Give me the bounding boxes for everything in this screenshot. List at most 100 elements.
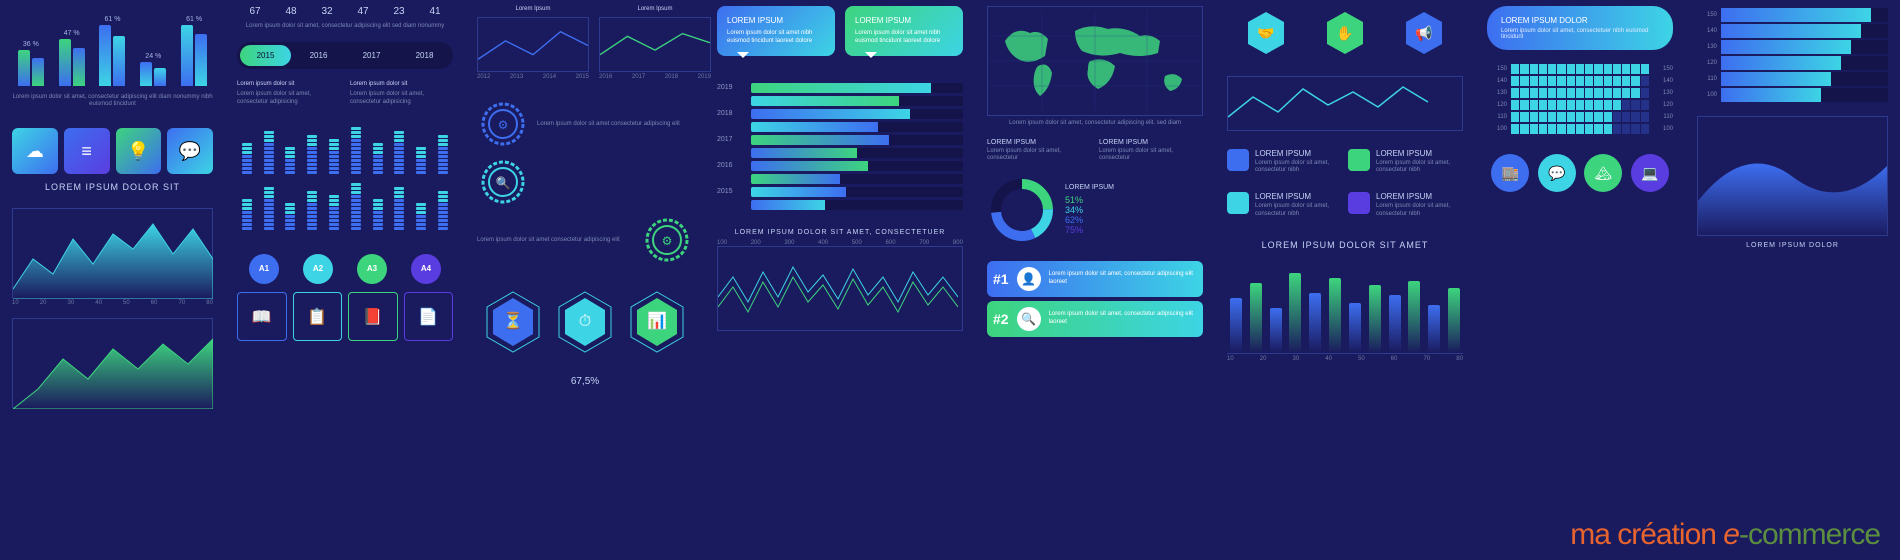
column-bar (1408, 281, 1420, 353)
col-chart-title: LOREM IPSUM DOLOR SIT AMET (1227, 240, 1463, 250)
gear-icon: ⚙ (641, 214, 693, 266)
scale-row: 130130 (1487, 88, 1673, 98)
badge: A3 (357, 254, 387, 284)
bar-group: 36 % (18, 41, 44, 86)
scale-bar-row: 120 (1697, 56, 1888, 70)
column-bar (1250, 283, 1262, 353)
svg-text:⚙: ⚙ (498, 118, 509, 132)
info-block: LOREM IPSUMLorem ipsum dolor sit amet, c… (1348, 192, 1463, 217)
column-bar (1329, 278, 1341, 353)
scale-row: 150150 (1487, 64, 1673, 74)
progress-label: 67,5% (465, 376, 705, 387)
column-bar (1309, 293, 1321, 353)
svg-text:🤝: 🤝 (1258, 25, 1275, 41)
scale-bar-row: 140 (1697, 24, 1888, 38)
svg-text:⚙: ⚙ (662, 234, 673, 248)
bar-desc: Lorem ipsum dolor sit amet, consectetur … (12, 94, 213, 108)
column-bar (1389, 295, 1401, 353)
bubble-icons: 🏬💬🏔💻 (1487, 154, 1673, 192)
badge-row: A1 A2 A3 A4 (237, 254, 453, 284)
number-row: 674832472341 (237, 6, 453, 17)
badge: A1 (249, 254, 279, 284)
section-title: LOREM IPSUM DOLOR SIT (12, 182, 213, 192)
bubble-icon[interactable]: 💬 (1538, 154, 1576, 192)
pill-title: LOREM IPSUM DOLOR (1501, 16, 1659, 25)
hex-icon: 📢 (1404, 10, 1444, 56)
bubble-icon[interactable]: 🏬 (1491, 154, 1529, 192)
icon-grid: 📖📋📕📄 (237, 292, 453, 342)
svg-text:🔍: 🔍 (496, 175, 511, 190)
speech-bubble: LOREM IPSUMLorem ipsum dolor sit amet ni… (717, 6, 835, 56)
info-block: LOREM IPSUMLorem ipsum dolor sit amet, c… (1227, 149, 1342, 174)
hbar-row: 2019 (717, 83, 963, 93)
hbar-row: 2016 (717, 161, 963, 171)
svg-text:✋: ✋ (1336, 25, 1353, 41)
column-bar (1270, 308, 1282, 353)
hex-icon: 🤝 (1246, 10, 1286, 56)
column-bar (1349, 303, 1361, 353)
feature-icon[interactable]: ☁ (12, 128, 58, 174)
scale-bar-row: 110 (1697, 72, 1888, 86)
num-desc: Lorem ipsum dolor sit amet, consectetur … (237, 23, 453, 30)
bar-chart-pct: 36 %47 %61 %24 %61 % (12, 6, 213, 86)
year-selector[interactable]: 2015201620172018 (237, 42, 453, 69)
year-pill[interactable]: 2017 (346, 45, 397, 66)
donut-title: LOREM IPSUM (1065, 184, 1203, 191)
hex-icon: ⏱ (557, 290, 613, 354)
feature-icon[interactable]: 💡 (116, 128, 162, 174)
feature-icon[interactable]: 💬 (167, 128, 213, 174)
info-card: LOREM IPSUMLorem ipsum dolor sit amet, c… (987, 139, 1091, 162)
scale-row: 120120 (1487, 100, 1673, 110)
gear-icon: 🔍 (477, 156, 529, 208)
column-bar (1230, 298, 1242, 353)
hbar-row: 2017 (717, 135, 963, 145)
column-bar (1289, 273, 1301, 353)
column-bar (1448, 288, 1460, 353)
grid-icon[interactable]: 📕 (348, 292, 398, 342)
hex-icon-row: 🤝 ✋ 📢 (1227, 10, 1463, 56)
feature-icon[interactable]: ≡ (64, 128, 110, 174)
wave-caption: LOREM IPSUM DOLOR (1697, 242, 1888, 249)
grid-icon[interactable]: 📖 (237, 292, 287, 342)
scale-bar-row: 130 (1697, 40, 1888, 54)
world-map (987, 6, 1203, 116)
bar-group: 61 % (181, 16, 207, 86)
hex-icon: ✋ (1325, 10, 1365, 56)
bubble-icon[interactable]: 🏔 (1584, 154, 1622, 192)
gear-icon: ⚙ (477, 98, 529, 150)
column-bar (1369, 285, 1381, 353)
grid-icon[interactable]: 📄 (404, 292, 454, 342)
hex-icon: ⏳ (485, 290, 541, 354)
ranked-tag[interactable]: #1👤Lorem ipsum dolor sit amet, consectet… (987, 261, 1203, 297)
hbar-row: 2018 (717, 109, 963, 119)
badge: A4 (411, 254, 441, 284)
year-pill[interactable]: 2018 (399, 45, 450, 66)
column-chart (1227, 254, 1463, 354)
scale-row: 140140 (1487, 76, 1673, 86)
year-pill[interactable]: 2015 (240, 45, 291, 66)
bubble-icon[interactable]: 💻 (1631, 154, 1669, 192)
year-pill[interactable]: 2016 (293, 45, 344, 66)
ranked-tag[interactable]: #2🔍Lorem ipsum dolor sit amet, consectet… (987, 301, 1203, 337)
svg-text:⏳: ⏳ (503, 311, 523, 330)
badge: A2 (303, 254, 333, 284)
bar-group: 24 % (140, 53, 166, 86)
area-chart-2 (12, 318, 213, 408)
column-bar (1428, 305, 1440, 353)
jagged-line-chart (717, 246, 963, 331)
area-chart-1 (12, 208, 213, 298)
svg-text:⏱: ⏱ (579, 313, 591, 330)
info-card: LOREM IPSUMLorem ipsum dolor sit amet, c… (1099, 139, 1203, 162)
grid-icon[interactable]: 📋 (293, 292, 343, 342)
svg-text:📊: 📊 (647, 311, 667, 330)
scale-row: 110110 (1487, 112, 1673, 122)
wave-chart (1697, 116, 1888, 236)
donut-chart: LOREM IPSUM 51%34%62%75% (987, 175, 1203, 245)
equalizer-chart-2 (237, 180, 453, 230)
svg-text:📢: 📢 (1415, 25, 1432, 42)
info-block: LOREM IPSUMLorem ipsum dolor sit amet, c… (1348, 149, 1463, 174)
bar-group: 47 % (59, 30, 85, 86)
pill-desc: Lorem ipsum dolor sit amet, consectetuer… (1501, 28, 1659, 40)
info-block: LOREM IPSUMLorem ipsum dolor sit amet, c… (1227, 192, 1342, 217)
map-caption: Lorem ipsum dolor sit amet, consectetur … (987, 120, 1203, 127)
